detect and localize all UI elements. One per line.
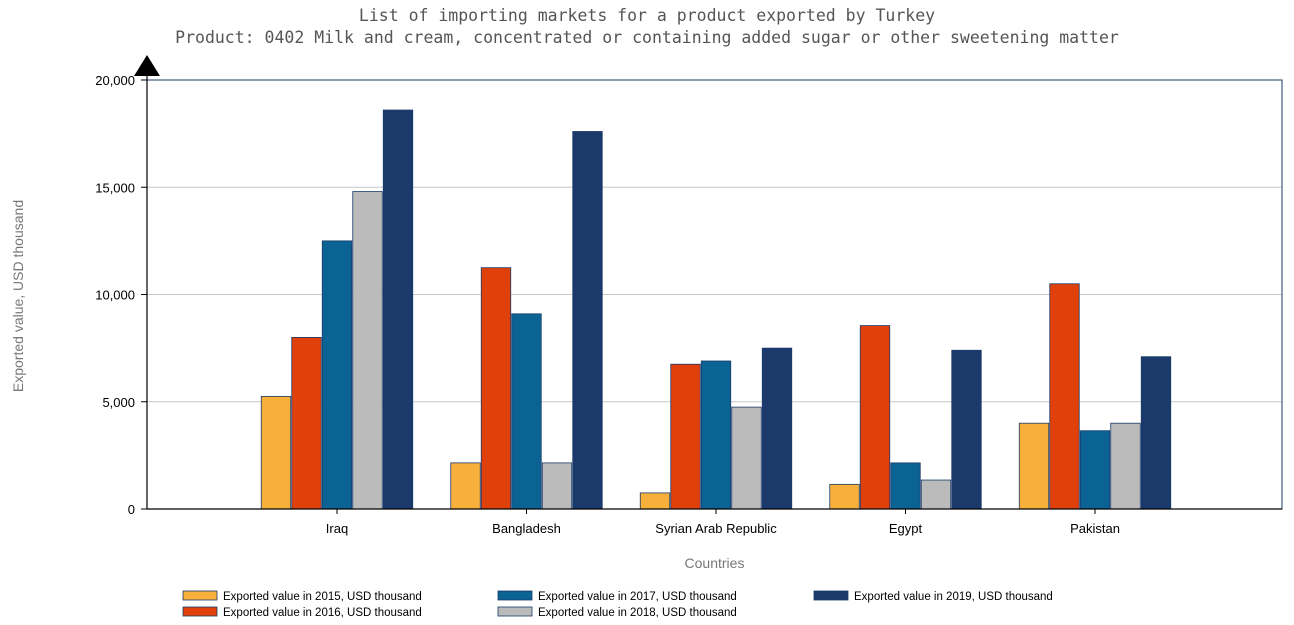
y-tick-label: 10,000 [95, 288, 135, 303]
legend: Exported value in 2015, USD thousand Expo… [182, 590, 1053, 619]
bar [731, 406, 762, 510]
bar [321, 240, 353, 510]
bar [890, 462, 921, 510]
y-tick-label: 15,000 [95, 180, 135, 195]
bar [920, 479, 952, 510]
y-tick-label: 0 [128, 502, 135, 517]
bar [700, 360, 732, 510]
y-tick-labels: 0 5,000 10,000 15,000 20,000 [95, 73, 147, 517]
bar [260, 395, 292, 510]
legend-label: Exported value in 2017, USD thousand [538, 591, 737, 603]
chart-title: List of importing markets for a product … [358, 6, 936, 25]
x-axis-title: Countries [685, 555, 745, 571]
legend-swatch [497, 590, 533, 601]
legend-label: Exported value in 2019, USD thousand [854, 591, 1053, 603]
x-tick-label: Pakistan [1070, 521, 1120, 536]
chart-subtitle: Product: 0402 Milk and cream, concentrat… [175, 28, 1119, 47]
bar [1140, 356, 1172, 510]
bars [260, 109, 1172, 510]
legend-swatch [182, 606, 218, 617]
x-tick-label: Syrian Arab Republic [655, 521, 777, 536]
legend-label: Exported value in 2015, USD thousand [223, 591, 422, 603]
bar [291, 336, 322, 510]
bar [511, 313, 542, 510]
bar [352, 191, 383, 510]
y-axis-arrow-icon [134, 55, 160, 76]
bar [572, 131, 603, 510]
legend-swatch [497, 606, 533, 617]
bar [382, 109, 414, 510]
bar [761, 347, 793, 510]
bar [670, 363, 701, 510]
bar [541, 462, 573, 510]
x-tick-labels: Iraq Bangladesh Syrian Arab Republic Egypt P… [326, 509, 1120, 536]
y-axis-title: Exported value, USD thousand [10, 200, 26, 392]
legend-label: Exported value in 2018, USD thousand [538, 607, 737, 619]
bar [1049, 283, 1080, 510]
bar [951, 349, 982, 510]
legend-label: Exported value in 2016, USD thousand [223, 607, 422, 619]
bar [1110, 422, 1141, 510]
x-tick-label: Bangladesh [492, 521, 561, 536]
bar [450, 462, 481, 510]
legend-swatch [182, 590, 218, 601]
x-tick-label: Egypt [889, 521, 923, 536]
bar [639, 492, 671, 510]
bar [480, 267, 512, 510]
bar [859, 325, 891, 510]
y-tick-label: 20,000 [95, 73, 135, 88]
bar [1079, 430, 1111, 510]
x-tick-label: Iraq [326, 521, 348, 536]
y-tick-label: 5,000 [102, 395, 135, 410]
legend-swatch [813, 590, 849, 601]
bar [829, 483, 860, 510]
bar [1018, 422, 1050, 510]
